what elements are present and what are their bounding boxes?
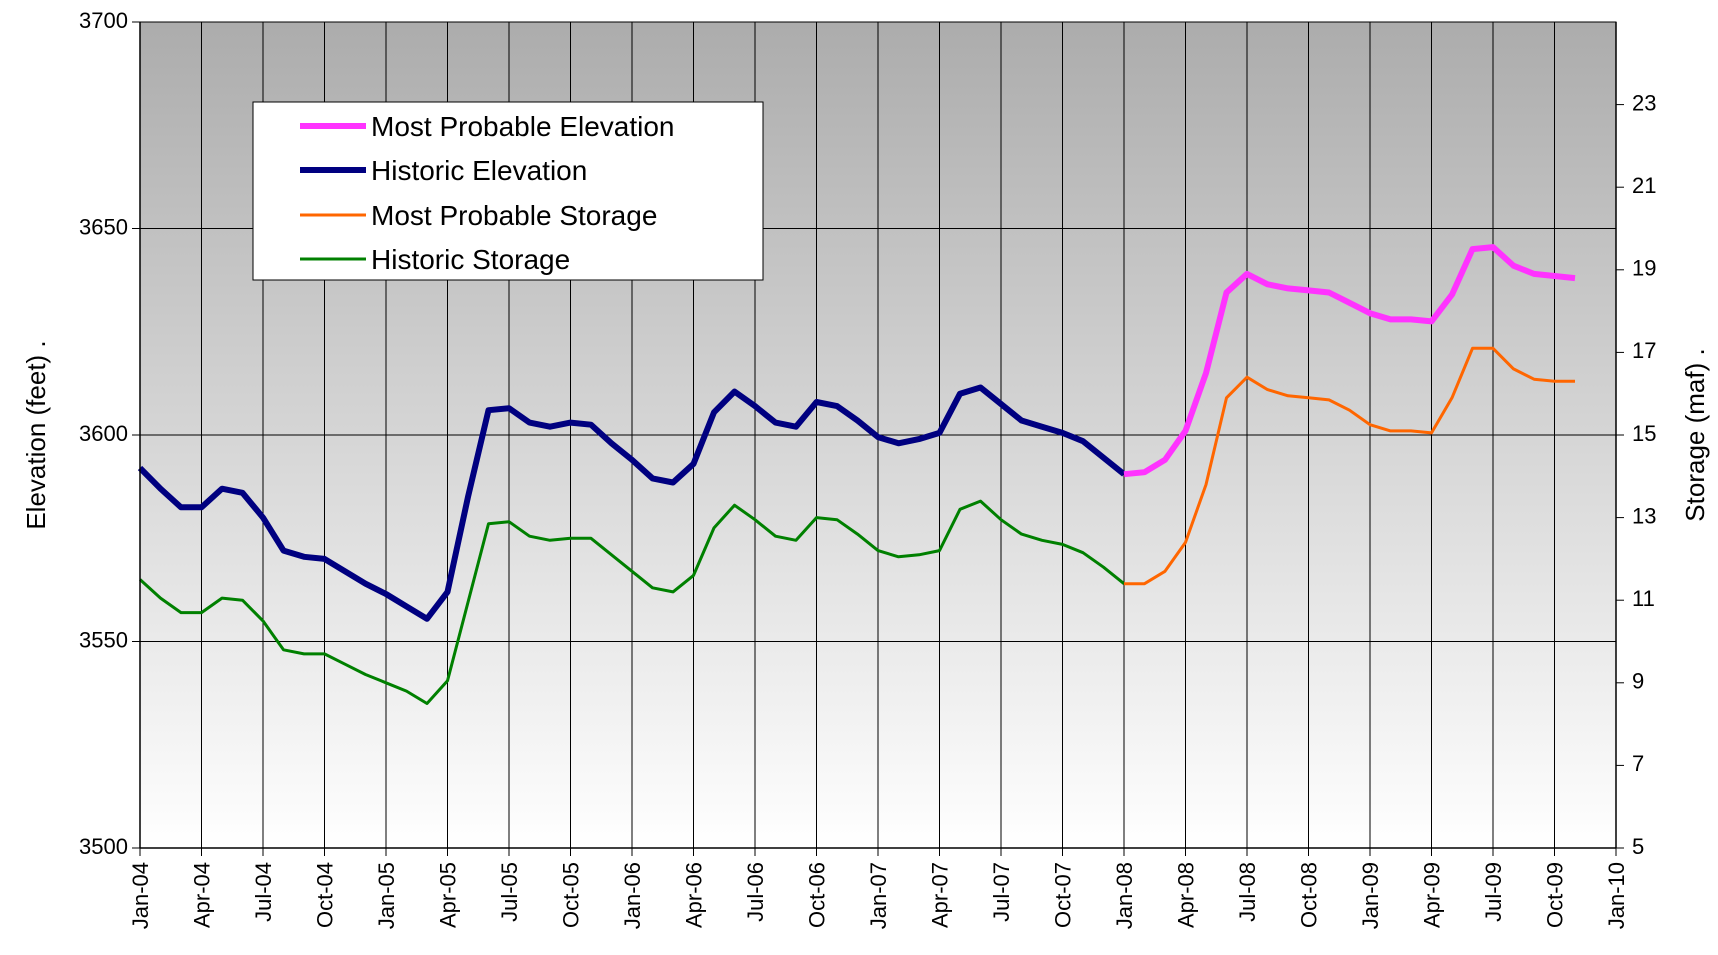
legend-label-historic-elevation: Historic Elevation bbox=[371, 155, 587, 186]
x-tick-label-Oct-05: Oct-05 bbox=[559, 862, 584, 928]
x-tick-label-Apr-06: Apr-06 bbox=[682, 862, 707, 928]
left-tick-label-3500: 3500 bbox=[79, 834, 128, 859]
x-tick-label-Apr-07: Apr-07 bbox=[928, 862, 953, 928]
legend-label-most-probable-storage: Most Probable Storage bbox=[371, 200, 657, 231]
x-tick-label-Jul-05: Jul-05 bbox=[497, 862, 522, 922]
series-line-historic-elevation bbox=[137, 384, 1126, 622]
x-tick-label-Oct-06: Oct-06 bbox=[805, 862, 830, 928]
legend-label-historic-storage: Historic Storage bbox=[371, 244, 570, 275]
y-axis-title-right: Storage (maf) . bbox=[1680, 348, 1710, 521]
x-tick-label-Jul-08: Jul-08 bbox=[1235, 862, 1260, 922]
y-axis-title-left: Elevation (feet) . bbox=[21, 340, 51, 529]
right-tick-label-17: 17 bbox=[1632, 338, 1656, 363]
x-tick-label-Oct-08: Oct-08 bbox=[1297, 862, 1322, 928]
x-tick-label-Jan-04: Jan-04 bbox=[128, 862, 153, 929]
left-tick-label-3700: 3700 bbox=[79, 8, 128, 33]
right-tick-label-9: 9 bbox=[1632, 669, 1644, 694]
left-tick-label-3650: 3650 bbox=[79, 214, 128, 239]
x-tick-label-Oct-09: Oct-09 bbox=[1543, 862, 1568, 928]
x-tick-label-Jan-09: Jan-09 bbox=[1358, 862, 1383, 929]
right-tick-label-21: 21 bbox=[1632, 173, 1656, 198]
right-axis-ticks: 5 7 9 11 13 15 17 19 21 23 bbox=[1616, 90, 1656, 859]
x-tick-label-Apr-05: Apr-05 bbox=[436, 862, 461, 928]
x-tick-label-Jan-10: Jan-10 bbox=[1604, 862, 1629, 929]
x-tick-label-Jul-06: Jul-06 bbox=[743, 862, 768, 922]
legend-label-most-probable-elevation: Most Probable Elevation bbox=[371, 111, 675, 142]
left-tick-label-3550: 3550 bbox=[79, 627, 128, 652]
right-tick-label-19: 19 bbox=[1632, 256, 1656, 281]
legend-box bbox=[252, 101, 764, 281]
x-tick-label-Apr-04: Apr-04 bbox=[190, 862, 215, 928]
right-tick-label-13: 13 bbox=[1632, 503, 1656, 528]
left-tick-label-3600: 3600 bbox=[79, 421, 128, 446]
x-tick-label-Jan-05: Jan-05 bbox=[374, 862, 399, 929]
x-tick-label-Jul-07: Jul-07 bbox=[989, 862, 1014, 922]
x-tick-label-Apr-09: Apr-09 bbox=[1420, 862, 1445, 928]
x-tick-label-Jan-08: Jan-08 bbox=[1112, 862, 1137, 929]
x-tick-label-Oct-07: Oct-07 bbox=[1051, 862, 1076, 928]
x-tick-label-Jul-04: Jul-04 bbox=[251, 862, 276, 922]
series-line-most-probable-elevation bbox=[1123, 244, 1576, 478]
right-tick-label-23: 23 bbox=[1632, 90, 1656, 115]
series-line-historic-storage bbox=[138, 499, 1125, 705]
x-tick-label-Apr-08: Apr-08 bbox=[1174, 862, 1199, 928]
right-tick-label-5: 5 bbox=[1632, 834, 1644, 859]
right-tick-label-11: 11 bbox=[1632, 586, 1655, 611]
x-tick-label-Oct-04: Oct-04 bbox=[313, 862, 338, 928]
right-tick-label-15: 15 bbox=[1632, 421, 1656, 446]
series-line-most-probable-storage bbox=[1124, 346, 1575, 586]
x-tick-label-Jul-09: Jul-09 bbox=[1481, 862, 1506, 922]
legend: Most Probable Elevation Historic Elevati… bbox=[252, 101, 764, 281]
x-tick-label-Jan-06: Jan-06 bbox=[620, 862, 645, 929]
x-tick-label-Jan-07: Jan-07 bbox=[866, 862, 891, 929]
x-axis-ticks: Jan-04 Apr-04 Jul-04 Oct-04 Jan-05 Apr-05 Jul-… bbox=[128, 848, 1629, 929]
series-lines bbox=[137, 244, 1576, 705]
right-tick-label-7: 7 bbox=[1632, 751, 1644, 776]
left-axis-ticks: 3500 3550 3600 3650 3700 bbox=[79, 8, 140, 859]
